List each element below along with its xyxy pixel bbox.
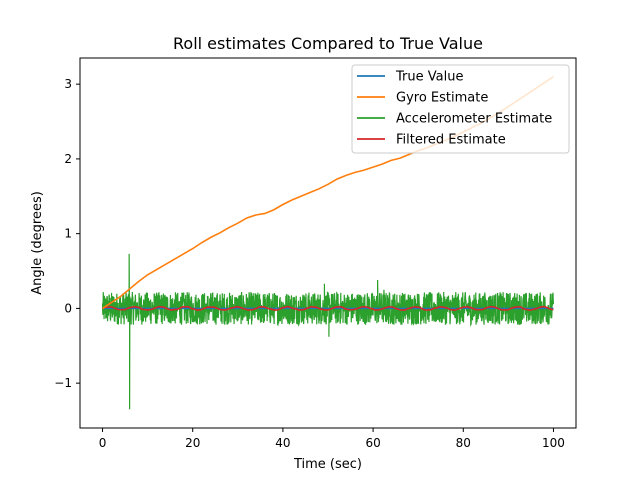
x-tick-label: 60 (365, 436, 380, 450)
y-tick-label: 2 (64, 152, 72, 166)
series-filtered-estimate (102, 305, 554, 312)
legend-label: Accelerometer Estimate (396, 112, 552, 127)
x-tick-label: 20 (185, 436, 200, 450)
legend-label: Filtered Estimate (396, 133, 506, 148)
legend-label: True Value (395, 70, 463, 85)
x-tick-label: 40 (275, 436, 290, 450)
legend: True Value Gyro Estimate Accelerometer Est… (351, 64, 570, 154)
axes-frame (79, 57, 577, 429)
y-tick-label: 1 (64, 227, 72, 241)
y-axis-label: Angle (degrees) (30, 191, 45, 295)
y-tick-label: 0 (64, 301, 72, 315)
y-tick-label: 3 (64, 77, 72, 91)
legend-label: Gyro Estimate (396, 91, 488, 106)
y-tick-label: −1 (54, 376, 72, 390)
legend-box (351, 64, 570, 154)
x-tick-label: 100 (542, 436, 565, 450)
x-axis-label: Time (sec) (293, 457, 362, 472)
x-tick-label: 0 (99, 436, 107, 450)
y-axis-ticks: −1 0 1 2 3 (54, 77, 80, 390)
x-tick-label: 80 (456, 436, 471, 450)
x-axis-ticks: 0 20 40 60 80 100 (99, 428, 565, 450)
chart-title: Roll estimates Compared to True Value (173, 34, 483, 53)
